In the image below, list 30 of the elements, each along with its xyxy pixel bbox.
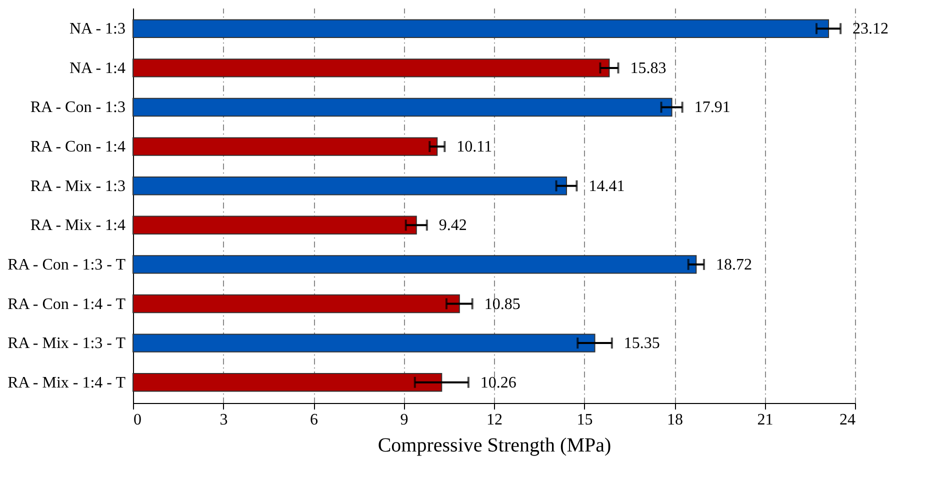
y-tick-label: RA - Mix - 1:4 <box>30 217 126 234</box>
y-tick-label: RA - Con - 1:3 - T <box>8 256 126 274</box>
data-label: 10.26 <box>480 374 516 392</box>
y-tick-label: RA - Mix - 1:3 - T <box>8 335 126 352</box>
data-label: 10.11 <box>456 138 492 156</box>
x-tick-label: 18 <box>667 412 683 428</box>
data-label: 14.41 <box>588 178 625 195</box>
x-tick-label: 3 <box>220 412 228 428</box>
data-label: 23.12 <box>852 20 889 38</box>
x-tick-label: 21 <box>757 412 774 428</box>
data-label: 15.83 <box>630 60 666 77</box>
data-label: 9.42 <box>438 217 467 234</box>
data-label: 18.72 <box>716 256 752 274</box>
y-tick-label: NA - 1:4 <box>70 60 126 77</box>
y-tick-label: RA - Con - 1:4 <box>30 138 126 156</box>
y-tick-label: RA - Con - 1:4 - T <box>8 296 126 313</box>
data-label: 17.91 <box>694 99 730 116</box>
data-label: 15.35 <box>624 335 660 352</box>
y-tick-label: RA - Con - 1:3 <box>30 99 126 116</box>
x-axis-title: Compressive Strength (MPa) <box>378 434 612 456</box>
data-label: 10.85 <box>484 296 520 313</box>
y-tick-label: RA - Mix - 1:4 - T <box>8 374 126 392</box>
y-tick-label: NA - 1:3 <box>70 20 126 38</box>
x-tick-label: 15 <box>576 412 593 428</box>
x-tick-label: 6 <box>310 412 318 428</box>
x-tick-label: 0 <box>134 412 142 428</box>
x-tick-label: 12 <box>486 412 502 428</box>
y-tick-label: RA - Mix - 1:3 <box>30 178 126 195</box>
x-tick-label: 9 <box>400 412 408 428</box>
x-tick-label: 24 <box>840 412 856 428</box>
